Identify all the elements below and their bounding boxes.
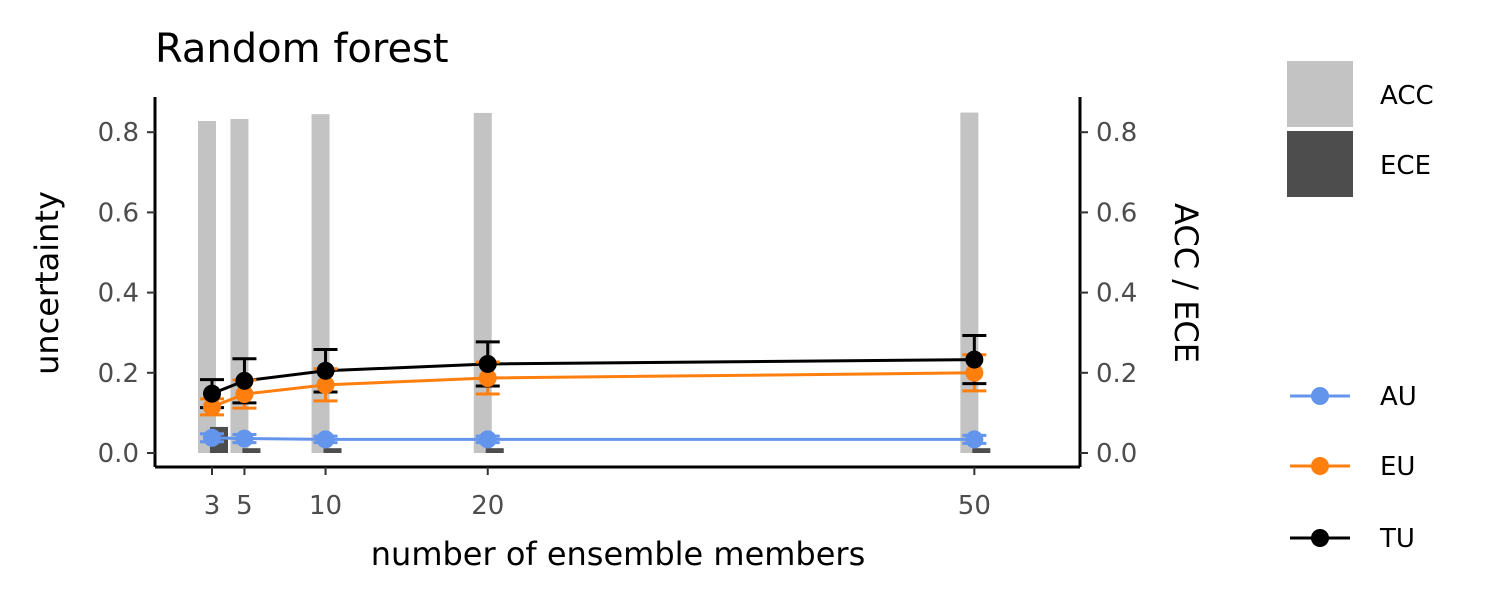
secondary-y-tick-label: 0.2 <box>1096 359 1137 389</box>
point-au <box>965 430 984 449</box>
legend-label-ece: ECE <box>1380 151 1431 181</box>
point-au <box>478 430 497 449</box>
acc-bar <box>960 112 979 454</box>
legend-point-eu <box>1311 457 1329 475</box>
legend-label-eu: EU <box>1380 452 1415 482</box>
y-tick-label: 0.4 <box>98 279 139 309</box>
chart-title: Random forest <box>155 26 449 72</box>
legend-point-tu <box>1311 529 1329 547</box>
point-eu <box>965 363 984 382</box>
y-tick-label: 0.0 <box>98 439 139 469</box>
point-tu <box>316 361 335 380</box>
ece-bar <box>972 448 991 453</box>
point-eu <box>478 369 497 388</box>
y-tick-label: 0.2 <box>98 359 139 389</box>
legend-key-ece <box>1287 131 1353 197</box>
x-tick-label: 50 <box>958 491 991 521</box>
legend-point-au <box>1311 387 1329 405</box>
secondary-y-tick-label: 0.8 <box>1096 118 1137 148</box>
ece-bar <box>242 448 261 453</box>
point-eu <box>316 375 335 394</box>
acc-bar <box>198 120 216 454</box>
y-axis-title: uncertainty <box>28 191 66 375</box>
point-au <box>203 428 221 447</box>
point-au <box>235 429 254 448</box>
secondary-y-tick-label: 0.4 <box>1096 279 1137 309</box>
x-axis-title: number of ensemble members <box>371 535 866 573</box>
plot-area: 0.0 0.0 0.2 0.2 0.4 0.4 0.6 0.6 0.8 0.8 3 5 10 20 50 <box>98 97 1137 521</box>
point-au <box>316 430 335 449</box>
secondary-y-tick-label: 0.0 <box>1096 439 1137 469</box>
legend-label-acc: ACC <box>1380 81 1434 111</box>
point-eu <box>203 397 221 416</box>
x-tick-label: 5 <box>236 491 253 521</box>
y-tick-label: 0.8 <box>98 118 139 148</box>
legend-label-au: AU <box>1380 382 1417 412</box>
legend-label-tu: TU <box>1379 524 1415 554</box>
y-tick-label: 0.6 <box>98 198 139 228</box>
point-tu <box>965 350 984 369</box>
x-tick-label: 20 <box>471 491 504 521</box>
x-tick-label: 10 <box>309 491 342 521</box>
point-tu <box>235 371 254 390</box>
secondary-y-tick-label: 0.6 <box>1096 198 1137 228</box>
legend: ACC ECE AU EU TU <box>1287 61 1434 554</box>
point-eu <box>235 385 254 404</box>
ece-bar <box>323 448 342 453</box>
acc-bar <box>473 112 492 454</box>
point-tu <box>478 354 497 373</box>
ece-bar <box>485 448 504 453</box>
point-tu <box>203 384 221 403</box>
secondary-y-axis-title: ACC / ECE <box>1167 203 1205 363</box>
x-tick-label: 3 <box>204 491 221 521</box>
legend-key-acc <box>1287 61 1353 127</box>
